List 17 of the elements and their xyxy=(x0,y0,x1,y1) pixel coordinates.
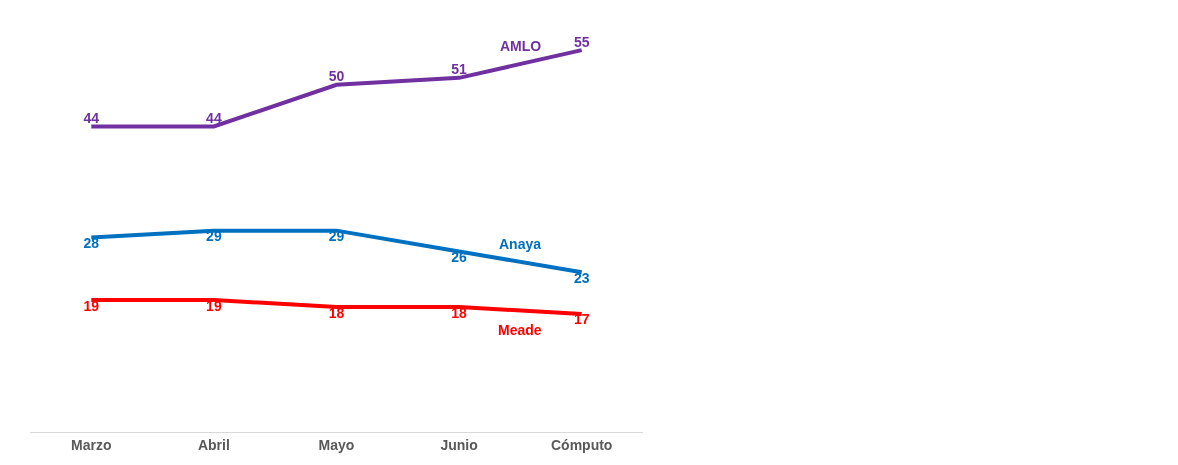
data-label: 17 xyxy=(573,311,590,328)
series-label: Meade xyxy=(498,322,542,338)
data-label: 23 xyxy=(573,269,590,286)
x-tick-label: Marzo xyxy=(71,436,112,453)
data-label: 51 xyxy=(451,61,468,78)
data-label: 28 xyxy=(83,235,100,252)
x-tick-label: Abril xyxy=(197,436,230,453)
data-label: 55 xyxy=(573,33,590,50)
series-label: Anaya xyxy=(499,236,542,252)
data-label: 50 xyxy=(328,68,345,85)
data-label: 44 xyxy=(83,109,100,126)
data-label: 44 xyxy=(206,109,222,126)
series-label: AMLO xyxy=(500,38,542,54)
x-tick-label: Junio xyxy=(440,436,478,453)
data-label: 18 xyxy=(328,304,345,321)
x-tick-label: Mayo xyxy=(318,436,355,453)
x-tick-label: Cómputo xyxy=(550,436,613,453)
